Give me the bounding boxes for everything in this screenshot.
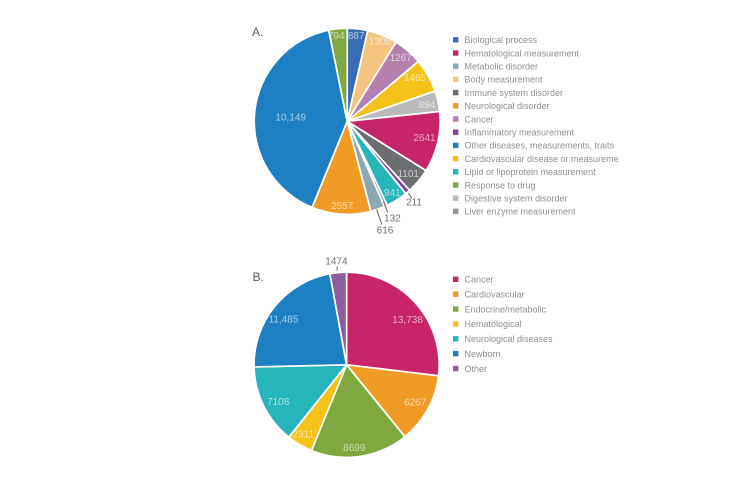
svg-text:Lipid or lipoprotein measureme: Lipid or lipoprotein measurement [465,167,597,177]
svg-text:Other: Other [465,364,488,374]
svg-text:Hematological: Hematological [465,319,522,329]
svg-text:10,149: 10,149 [275,113,306,124]
svg-text:887: 887 [348,31,365,42]
svg-text:Cardiovascular disease or meas: Cardiovascular disease or measureme [465,154,619,164]
svg-text:B.: B. [253,270,264,284]
svg-text:Liver enzyme measurement: Liver enzyme measurement [465,207,577,217]
svg-text:7108: 7108 [267,397,290,408]
svg-text:2557: 2557 [331,201,354,212]
svg-text:616: 616 [377,225,394,236]
svg-text:Digestive system disorder: Digestive system disorder [465,194,568,204]
svg-text:Neurological disorder: Neurological disorder [465,101,550,111]
svg-text:1267: 1267 [390,53,413,64]
svg-text:Cancer: Cancer [465,114,494,124]
svg-text:1308: 1308 [369,37,392,48]
svg-text:211: 211 [406,197,422,208]
svg-text:Endocrine/metabolic: Endocrine/metabolic [465,304,547,314]
svg-text:Body measurement: Body measurement [465,75,544,85]
svg-text:2311: 2311 [293,429,315,440]
svg-text:13,738: 13,738 [392,315,423,326]
svg-text:A.: A. [252,25,263,39]
svg-text:6267: 6267 [404,397,427,408]
svg-text:2641: 2641 [413,133,436,144]
svg-text:Hematological measurement: Hematological measurement [465,48,580,58]
svg-text:1465: 1465 [404,73,427,84]
svg-text:Inflammatory measurement: Inflammatory measurement [465,128,575,138]
svg-text:Newborn: Newborn [465,349,501,359]
svg-text:Cancer: Cancer [465,275,494,285]
svg-text:Other diseases, measurements,: Other diseases, measurements, traits [465,141,615,151]
svg-text:Immune system disorder: Immune system disorder [465,88,564,98]
svg-text:11,485: 11,485 [269,315,299,326]
svg-text:Cardiovascular: Cardiovascular [465,289,525,299]
svg-text:8699: 8699 [343,443,366,454]
svg-text:941: 941 [384,188,401,199]
svg-text:Metabolic disorder: Metabolic disorder [465,62,539,72]
svg-text:794: 794 [328,31,345,42]
svg-text:1474: 1474 [325,256,348,267]
svg-text:Neurological diseases: Neurological diseases [465,334,554,344]
svg-text:Response to drug: Response to drug [465,180,536,190]
svg-text:1101: 1101 [397,169,419,180]
svg-text:132: 132 [384,214,401,225]
svg-text:Biological process: Biological process [465,35,538,45]
svg-text:894: 894 [419,100,436,111]
